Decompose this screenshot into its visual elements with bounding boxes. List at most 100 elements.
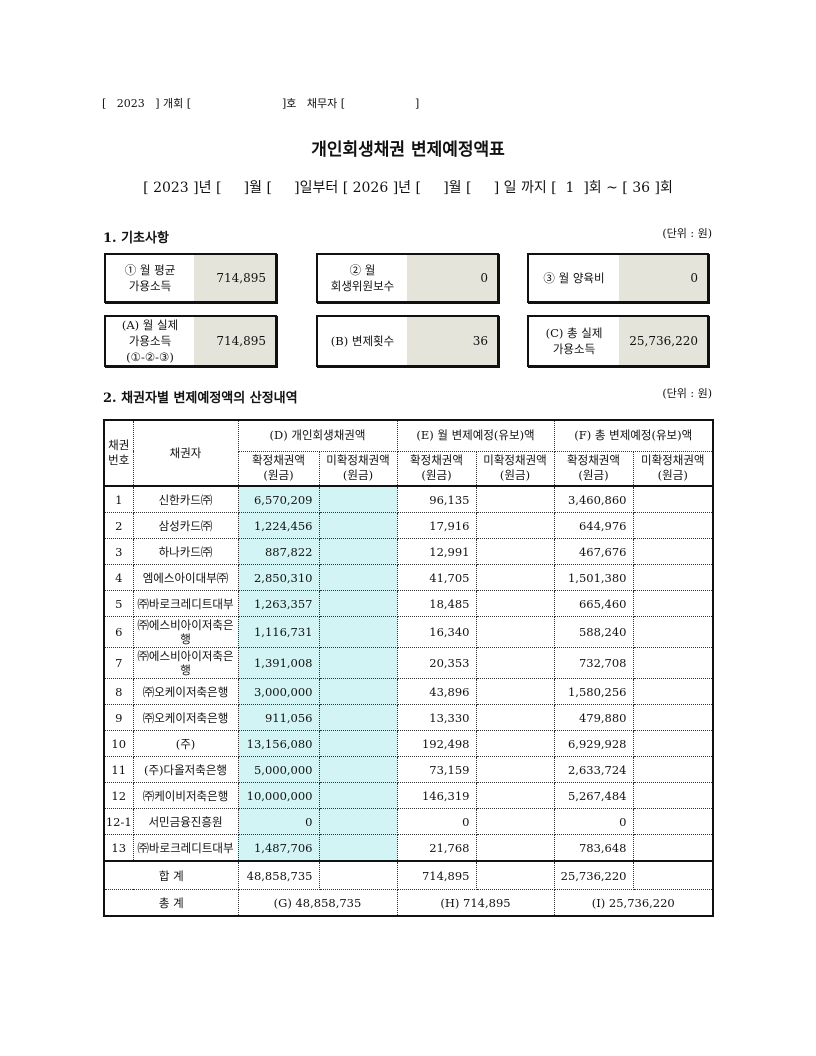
row-creditor: 하나카드㈜ — [132, 538, 239, 565]
section2-title: 2. 채권자별 변제예정액의 산정내역 — [103, 391, 298, 406]
row-f-unconfirmed — [632, 538, 714, 565]
row-f-confirmed: 1,580,256 — [553, 678, 634, 705]
row-f-unconfirmed — [632, 782, 714, 809]
row-f-unconfirmed — [632, 616, 714, 648]
case-header-line: [ 2023 ] 개회 [ ]호 채무자 [ ] — [102, 97, 420, 110]
row-f-confirmed: 467,676 — [553, 538, 634, 565]
table-row: 8 ㈜오케이저축은행 3,000,000 43,896 1,580,256 — [103, 678, 714, 705]
table-row: 6 ㈜에스비아이저축은행 1,116,731 16,340 588,240 — [103, 616, 714, 648]
row-no: 7 — [103, 647, 134, 679]
row-f-confirmed: 0 — [553, 808, 634, 835]
row-e-confirmed: 0 — [396, 808, 477, 835]
row-d-unconfirmed — [318, 704, 398, 731]
basic-info-value: 714,895 — [194, 255, 275, 301]
row-f-unconfirmed — [632, 834, 714, 862]
row-creditor: ㈜에스비아이저축은행 — [132, 616, 239, 648]
basic-info-value: 0 — [619, 255, 707, 301]
row-d-confirmed: 13,156,080 — [237, 730, 320, 757]
row-d-confirmed: 1,391,008 — [237, 647, 320, 679]
row-e-confirmed: 12,991 — [396, 538, 477, 565]
row-no: 5 — [103, 590, 134, 617]
sum-d: 48,858,735 — [237, 860, 320, 890]
section1-title: 1. 기초사항 — [103, 231, 169, 246]
section2-unit: (단위 : 원) — [662, 387, 712, 400]
row-e-confirmed: 18,485 — [396, 590, 477, 617]
basic-info-box: ② 월 회생위원보수 0 — [316, 253, 499, 303]
basic-info-box: (C) 총 실제 가용소득 25,736,220 — [527, 315, 709, 367]
basic-info-value: 25,736,220 — [619, 317, 707, 365]
row-creditor: ㈜에스비아이저축은행 — [132, 647, 239, 679]
row-d-confirmed: 3,000,000 — [237, 678, 320, 705]
row-f-confirmed: 665,460 — [553, 590, 634, 617]
row-e-unconfirmed — [475, 590, 555, 617]
basic-info-value: 36 — [407, 317, 497, 365]
row-e-unconfirmed — [475, 538, 555, 565]
row-d-unconfirmed — [318, 808, 398, 835]
row-no: 4 — [103, 564, 134, 591]
col-e-unconfirmed-header: 미확정채권액 (원금) — [475, 450, 555, 487]
row-e-unconfirmed — [475, 564, 555, 591]
table-row: 11 (주)다올저축은행 5,000,000 73,159 2,633,724 — [103, 756, 714, 783]
row-no: 11 — [103, 756, 134, 783]
row-d-confirmed: 5,000,000 — [237, 756, 320, 783]
row-e-unconfirmed — [475, 782, 555, 809]
table-row: 9 ㈜오케이저축은행 911,056 13,330 479,880 — [103, 704, 714, 731]
row-f-unconfirmed — [632, 647, 714, 679]
row-f-confirmed: 732,708 — [553, 647, 634, 679]
row-e-confirmed: 16,340 — [396, 616, 477, 648]
row-e-confirmed: 13,330 — [396, 704, 477, 731]
row-f-unconfirmed — [632, 756, 714, 783]
row-no: 3 — [103, 538, 134, 565]
row-d-confirmed: 911,056 — [237, 704, 320, 731]
col-e-header: (E) 월 변제예정(유보)액 — [396, 419, 555, 452]
row-f-unconfirmed — [632, 730, 714, 757]
row-e-confirmed: 43,896 — [396, 678, 477, 705]
row-e-confirmed: 73,159 — [396, 756, 477, 783]
row-f-unconfirmed — [632, 808, 714, 835]
col-d-header: (D) 개인회생채권액 — [237, 419, 398, 452]
row-creditor: ㈜오케이저축은행 — [132, 704, 239, 731]
row-d-confirmed: 1,263,357 — [237, 590, 320, 617]
row-d-unconfirmed — [318, 564, 398, 591]
row-f-unconfirmed — [632, 678, 714, 705]
row-d-confirmed: 2,850,310 — [237, 564, 320, 591]
row-f-confirmed: 3,460,860 — [553, 485, 634, 513]
row-e-unconfirmed — [475, 808, 555, 835]
sum-row: 합 계 48,858,735 714,895 25,736,220 — [103, 860, 714, 890]
col-no-header: 채권 번호 — [103, 419, 134, 487]
col-f-unconfirmed-header: 미확정채권액 (원금) — [632, 450, 714, 487]
row-f-unconfirmed — [632, 704, 714, 731]
table-row: 4 엠에스아이대부㈜ 2,850,310 41,705 1,501,380 — [103, 564, 714, 591]
col-d-confirmed-header: 확정채권액 (원금) — [237, 450, 320, 487]
row-d-confirmed: 1,224,456 — [237, 512, 320, 539]
row-no: 12-1 — [103, 808, 134, 835]
basic-info-value: 714,895 — [194, 317, 275, 365]
row-f-confirmed: 588,240 — [553, 616, 634, 648]
row-no: 6 — [103, 616, 134, 648]
col-f-confirmed-header: 확정채권액 (원금) — [553, 450, 634, 487]
row-no: 8 — [103, 678, 134, 705]
row-no: 10 — [103, 730, 134, 757]
col-e-confirmed-header: 확정채권액 (원금) — [396, 450, 477, 487]
row-d-unconfirmed — [318, 512, 398, 539]
col-f-header: (F) 총 변제예정(유보)액 — [553, 419, 714, 452]
basic-info-label: ① 월 평균 가용소득 — [124, 263, 176, 293]
row-d-unconfirmed — [318, 590, 398, 617]
row-e-confirmed: 20,353 — [396, 647, 477, 679]
row-creditor: 삼성카드㈜ — [132, 512, 239, 539]
row-d-confirmed: 1,487,706 — [237, 834, 320, 862]
row-f-unconfirmed — [632, 485, 714, 513]
total-row: 총 계 (G) 48,858,735 (H) 714,895 (I) 25,73… — [103, 889, 714, 917]
total-label: 총 계 — [103, 889, 239, 917]
row-e-confirmed: 17,916 — [396, 512, 477, 539]
row-d-unconfirmed — [318, 647, 398, 679]
basic-info-box: (B) 변제횟수 36 — [316, 315, 499, 367]
sum-label: 합 계 — [103, 860, 239, 890]
row-e-unconfirmed — [475, 704, 555, 731]
basic-info-box: ③ 월 양육비 0 — [527, 253, 709, 303]
table-row: 12 ㈜케이비저축은행 10,000,000 146,319 5,267,484 — [103, 782, 714, 809]
sum-e: 714,895 — [396, 860, 477, 890]
row-e-unconfirmed — [475, 730, 555, 757]
basic-info-label: (C) 총 실제 가용소득 — [545, 326, 603, 356]
row-f-confirmed: 479,880 — [553, 704, 634, 731]
